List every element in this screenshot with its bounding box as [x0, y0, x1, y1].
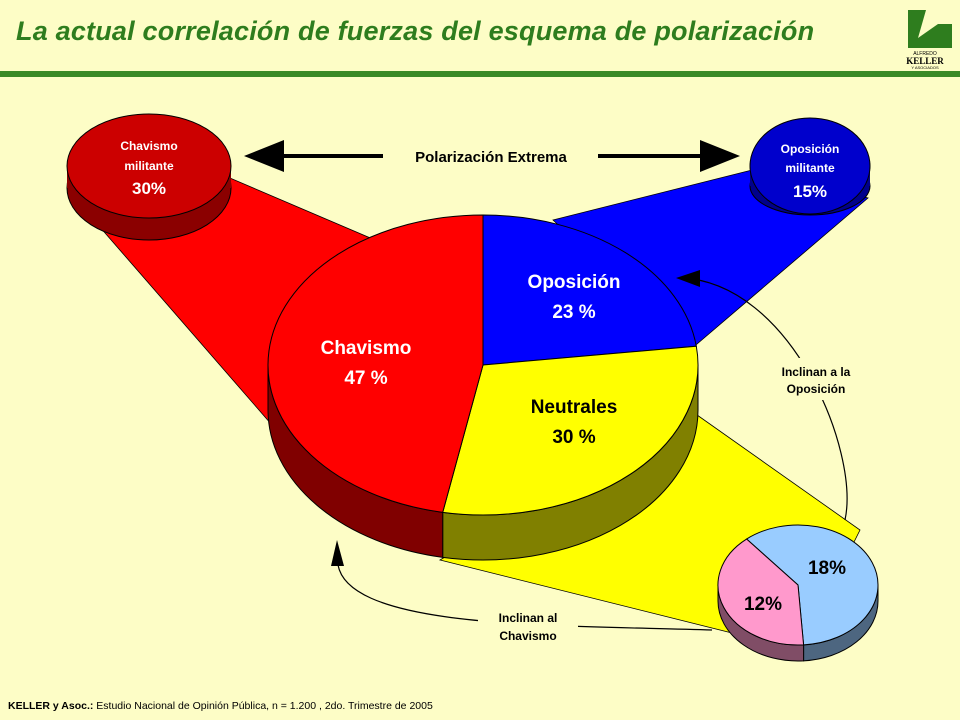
small-pie-slice-lean-opp [745, 524, 879, 646]
polarization-label: Polarización Extrema [415, 149, 567, 166]
lean-chavismo-line1: Inclinan al [499, 611, 558, 625]
militant-left-line2: militante [124, 159, 174, 173]
militant-right-value: 15% [793, 182, 827, 201]
militant-right-line2: militante [785, 161, 835, 175]
pie-slice-chavismo [267, 214, 484, 513]
lean-chavismo-label-bg [478, 606, 578, 648]
slice-value-neutrales: 30 % [552, 427, 595, 448]
small-slice-value-1: 18% [808, 558, 846, 579]
lean-opposition-label-bg [764, 358, 868, 400]
lean-chavismo-arrow [337, 564, 713, 631]
lean-opposition-arrowhead [676, 270, 700, 287]
slice-label-chavismo: Chavismo [321, 338, 412, 359]
main-pie-top [267, 214, 699, 516]
small-slice-value-2: 12% [744, 594, 782, 615]
pie-slice-oposicion [482, 214, 697, 366]
slice-value-chavismo: 47 % [344, 368, 387, 389]
source-text: Estudio Nacional de Opinión Pública, n =… [96, 700, 433, 712]
lean-chavismo-arrowhead [331, 540, 344, 566]
slice-label-oposicion: Oposición [528, 272, 621, 293]
source-note: KELLER y Asoc.: Estudio Nacional de Opin… [8, 700, 433, 712]
pie-slice-neutrales [442, 345, 699, 516]
logo-bottom-text: Y ASOCIADOS [911, 65, 939, 70]
title-rule [0, 71, 960, 77]
small-pie-slice-lean-chav [717, 538, 805, 646]
keller-logo: ALFREDO KELLER Y ASOCIADOS [906, 10, 952, 70]
lean-chavismo-line2: Chavismo [499, 629, 556, 643]
lean-opposition-line2: Oposición [787, 382, 846, 396]
slice-label-neutrales: Neutrales [531, 397, 618, 418]
small-pie-top [717, 524, 879, 646]
page-title: La actual correlación de fuerzas del esq… [16, 16, 815, 46]
source-author: KELLER y Asoc.: [8, 700, 94, 712]
militant-right-line1: Oposición [781, 142, 840, 156]
logo-name: KELLER [906, 56, 944, 66]
militant-left-line1: Chavismo [120, 139, 177, 153]
slice-value-oposicion: 23 % [552, 302, 595, 323]
militant-right-disc [749, 117, 871, 216]
militant-left-value: 30% [132, 179, 166, 198]
lean-opposition-line1: Inclinan a la [782, 365, 851, 379]
militant-left-disc [66, 113, 232, 241]
logo-top-text: ALFREDO [913, 51, 937, 57]
